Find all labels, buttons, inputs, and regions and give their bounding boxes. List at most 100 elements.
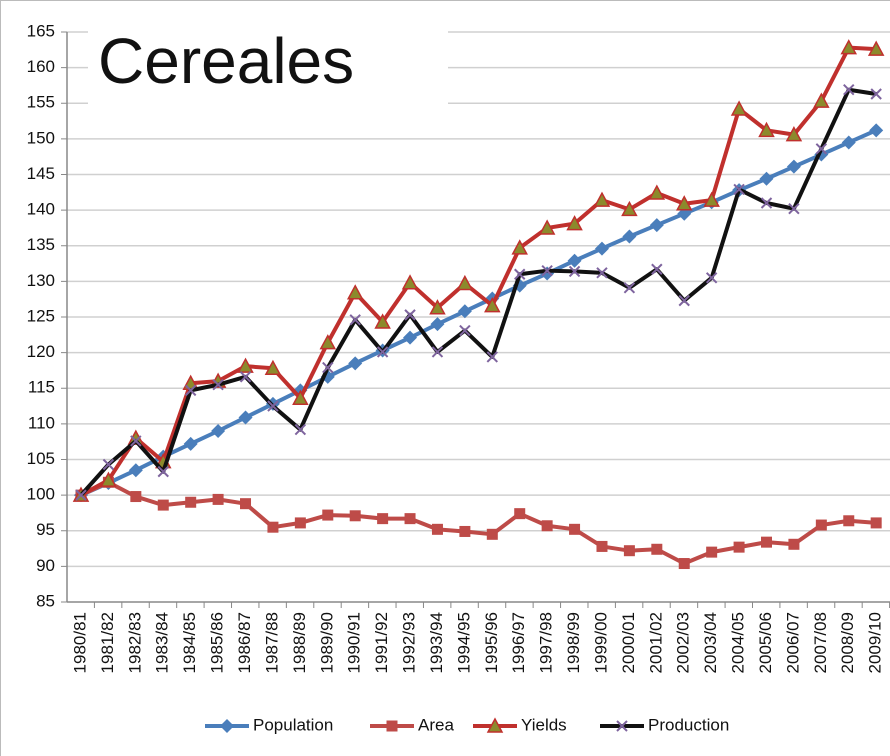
marker	[212, 493, 224, 505]
x-tick-label: 2001/02	[646, 612, 665, 673]
x-tick-label: 1983/84	[153, 612, 172, 673]
marker	[292, 389, 309, 405]
marker	[616, 720, 628, 732]
marker	[869, 123, 884, 138]
marker	[569, 523, 581, 535]
marker	[870, 517, 882, 529]
marker	[404, 513, 416, 525]
marker	[211, 424, 226, 438]
x-tick-label: 1991/92	[372, 612, 391, 673]
marker	[678, 294, 690, 307]
marker	[348, 356, 363, 371]
marker	[843, 515, 855, 527]
y-tick-label: 130	[27, 271, 55, 290]
legend-label: Population	[253, 715, 333, 734]
marker	[649, 218, 664, 233]
marker	[264, 359, 282, 376]
marker	[237, 357, 254, 373]
marker	[843, 84, 855, 96]
marker	[294, 423, 307, 436]
marker	[541, 520, 553, 532]
marker	[404, 309, 416, 321]
marker	[374, 313, 391, 329]
marker	[705, 272, 718, 284]
marker	[349, 314, 361, 326]
title-box	[88, 14, 448, 112]
marker	[75, 489, 87, 501]
marker	[815, 143, 828, 155]
x-tick-label: 1985/86	[208, 612, 227, 673]
marker	[102, 458, 115, 471]
x-tick-label: 2006/07	[783, 612, 802, 673]
x-tick-label: 2000/01	[619, 612, 638, 673]
marker	[346, 284, 364, 300]
marker	[596, 540, 608, 552]
legend-label: Yields	[521, 715, 567, 734]
y-tick-label: 105	[27, 449, 55, 468]
y-tick-label: 155	[27, 93, 55, 112]
y-tick-label: 165	[27, 21, 55, 40]
x-tick-label: 1993/94	[427, 612, 446, 673]
grid: 85 90 95 100 105 110 115 120 125 130 135 140 145 150 1…	[27, 21, 890, 673]
y-tick-label: 85	[36, 591, 55, 610]
marker	[675, 195, 693, 211]
marker	[760, 197, 773, 209]
marker	[484, 297, 501, 313]
marker	[486, 528, 498, 540]
marker	[376, 346, 389, 358]
marker	[678, 558, 690, 570]
marker	[319, 334, 337, 350]
y-tick-label: 95	[36, 520, 55, 539]
marker	[377, 513, 389, 525]
marker	[459, 324, 471, 337]
marker	[185, 496, 197, 508]
marker	[322, 509, 334, 521]
marker	[759, 171, 774, 186]
marker	[403, 330, 418, 345]
marker	[386, 720, 398, 732]
marker	[431, 523, 443, 535]
x-tick-label: 2005/06	[756, 612, 775, 673]
marker	[267, 400, 279, 412]
marker	[594, 241, 609, 256]
x-tick-label: 2008/09	[838, 612, 857, 673]
legend-label: Production	[648, 715, 729, 734]
marker	[239, 371, 252, 383]
marker	[761, 536, 772, 548]
x-tick-label: 1980/81	[70, 612, 89, 673]
y-tick-label: 110	[28, 413, 55, 432]
marker	[867, 40, 885, 56]
marker	[100, 471, 117, 487]
x-tick-label: 2004/05	[729, 612, 748, 673]
x-tick-label: 2009/10	[866, 612, 885, 673]
x-tick-label: 1992/93	[400, 612, 419, 673]
x-tick-label: 1982/83	[125, 612, 144, 673]
marker	[457, 304, 472, 319]
marker	[788, 538, 800, 550]
legend-label: Area	[418, 715, 454, 734]
y-tick-label: 100	[27, 485, 55, 504]
marker	[514, 268, 526, 280]
marker	[456, 274, 474, 291]
x-tick-label: 1998/99	[564, 612, 583, 673]
marker	[238, 410, 253, 425]
marker	[429, 299, 446, 315]
x-tick-label: 1989/90	[317, 612, 336, 673]
marker	[648, 184, 666, 200]
marker	[240, 498, 252, 510]
marker	[514, 508, 526, 520]
legend: Population Area Yields Production	[205, 715, 729, 734]
marker	[430, 317, 445, 332]
marker	[567, 253, 582, 268]
marker	[623, 282, 636, 294]
marker	[486, 351, 499, 363]
marker	[128, 463, 143, 478]
marker	[220, 719, 234, 733]
marker	[785, 126, 803, 142]
marker	[294, 517, 306, 529]
marker	[593, 191, 611, 207]
marker	[703, 191, 720, 207]
marker	[459, 525, 471, 537]
